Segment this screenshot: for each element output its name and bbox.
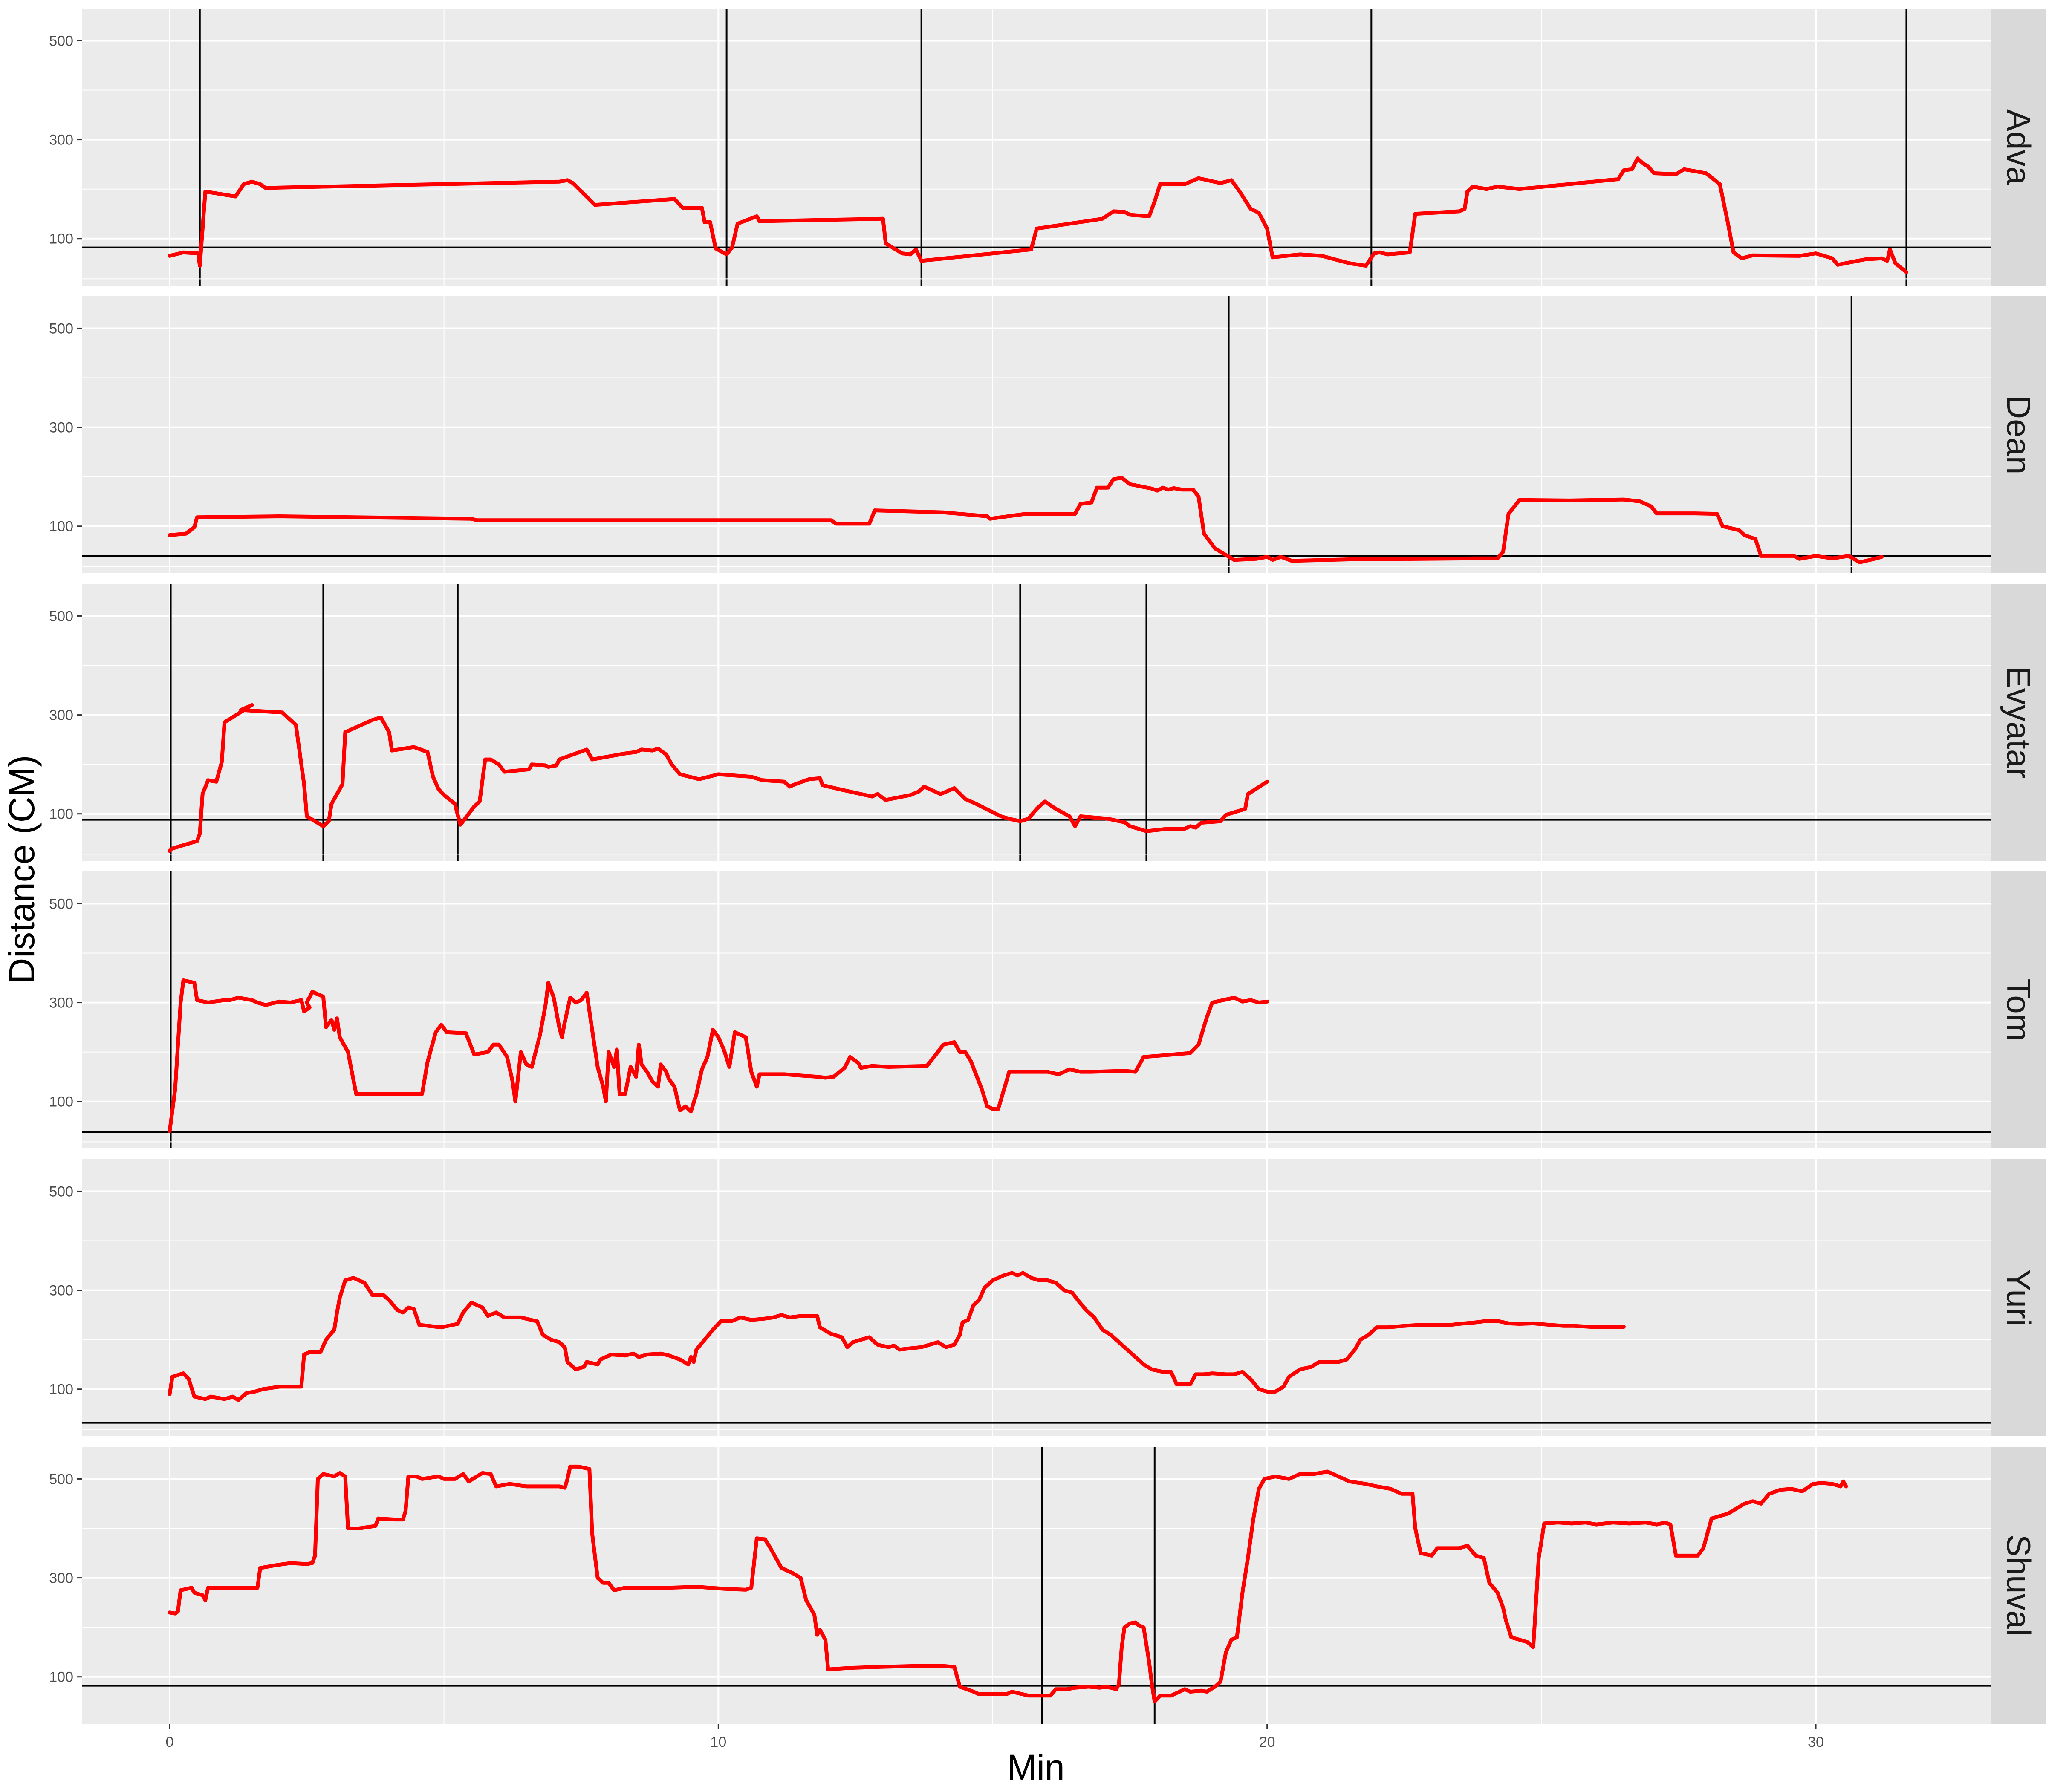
facet-label: Shuval	[2000, 1535, 2037, 1636]
facet-label: Adva	[2000, 109, 2037, 185]
facet-label: Tom	[2000, 978, 2037, 1041]
series-line-shuval	[168, 1464, 1848, 1704]
series-line-evyatar	[168, 703, 1269, 853]
x-axis-title: Min	[1007, 1747, 1064, 1787]
facet-strip	[1991, 1447, 2046, 1724]
y-tick-label: 500	[49, 1183, 73, 1200]
x-tick-label: 20	[1259, 1734, 1275, 1750]
y-tick-label: 100	[49, 519, 73, 535]
y-tick-label: 300	[49, 995, 73, 1011]
panel-background	[82, 871, 1991, 1148]
y-tick-label: 300	[49, 1570, 73, 1587]
series-line-adva	[168, 156, 1908, 274]
panel-background	[82, 1447, 1991, 1724]
series-line-yuri	[168, 1271, 1626, 1402]
y-tick-label: 500	[49, 320, 73, 337]
facet-strip	[1991, 9, 2046, 286]
series-line-tom	[168, 978, 1269, 1133]
panel-background	[82, 296, 1991, 573]
facet-panel-dean: 100 300 500 Dean	[49, 278, 2046, 573]
y-tick-label: 100	[49, 1094, 73, 1110]
facet-panel-tom: 100 300 500 Tom	[49, 854, 2046, 1148]
y-tick-label: 500	[49, 1471, 73, 1487]
y-tick-label: 300	[49, 420, 73, 436]
facet-strip	[1991, 296, 2046, 573]
y-tick-label: 500	[49, 608, 73, 624]
facet-panel-evyatar: 100 300 500 Evyatar	[49, 566, 2046, 861]
panel-background	[82, 9, 1991, 286]
y-tick-label: 500	[49, 896, 73, 912]
y-tick-label: 100	[49, 1382, 73, 1398]
series-line-dean	[168, 476, 1884, 564]
facet-panel-shuval: 100 300 500 Shuval	[49, 1429, 2046, 1724]
facet-panel-adva: 100 300 500 Adva	[49, 9, 2046, 286]
facet-strip	[1991, 1159, 2046, 1436]
y-tick-label: 300	[49, 132, 73, 148]
y-tick-label: 300	[49, 1283, 73, 1299]
x-tick-label: 10	[710, 1734, 726, 1750]
facet-label: Dean	[2000, 395, 2037, 474]
y-tick-label: 300	[49, 707, 73, 724]
x-tick-label: 30	[1808, 1734, 1824, 1750]
facet-label: Evyatar	[2000, 666, 2037, 779]
y-tick-label: 100	[49, 1669, 73, 1685]
y-tick-label: 100	[49, 231, 73, 247]
facet-strip	[1991, 871, 2046, 1148]
x-axis: 0 10 20 30	[166, 1724, 1824, 1750]
facet-panels: 100 300 500 Adva 100 300 500 Dean 100 300 500 Evyat…	[49, 9, 2046, 1724]
x-tick-label: 0	[166, 1734, 174, 1750]
y-tick-label: 100	[49, 806, 73, 822]
facet-panel-yuri: 100 300 500 Yuri	[49, 1141, 2046, 1436]
facet-strip	[1991, 584, 2046, 861]
facet-label: Yuri	[2000, 1269, 2037, 1326]
panel-background	[82, 1159, 1991, 1436]
y-axis-title: Distance (CM)	[2, 755, 42, 984]
y-tick-label: 500	[49, 33, 73, 49]
